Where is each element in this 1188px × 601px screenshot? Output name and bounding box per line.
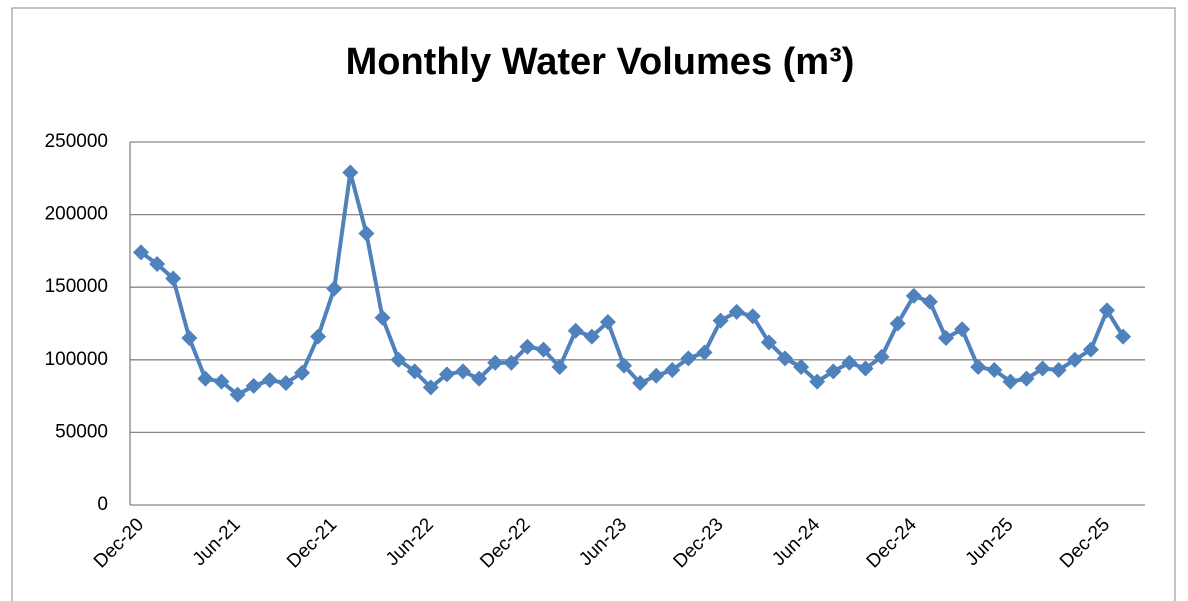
data-point bbox=[535, 341, 552, 358]
data-point bbox=[841, 354, 858, 371]
data-point bbox=[986, 361, 1003, 378]
data-point bbox=[712, 312, 729, 329]
data-point bbox=[889, 315, 906, 332]
data-point bbox=[1002, 373, 1019, 390]
data-point bbox=[406, 363, 423, 380]
data-point bbox=[954, 321, 971, 338]
data-point bbox=[261, 372, 278, 389]
data-point bbox=[390, 351, 407, 368]
data-point bbox=[567, 322, 584, 339]
data-point bbox=[245, 377, 262, 394]
data-point bbox=[777, 350, 793, 367]
data-point bbox=[310, 328, 327, 345]
y-tick-label: 0 bbox=[97, 494, 108, 515]
data-point bbox=[1082, 341, 1099, 358]
data-point bbox=[728, 303, 745, 320]
data-point bbox=[905, 287, 922, 304]
data-point bbox=[938, 330, 954, 347]
data-point bbox=[551, 359, 568, 376]
y-tick-label: 100000 bbox=[45, 349, 108, 370]
data-point bbox=[133, 244, 149, 261]
data-point bbox=[970, 359, 987, 376]
data-point bbox=[229, 386, 246, 403]
y-tick-label: 50000 bbox=[55, 421, 108, 442]
data-point bbox=[809, 373, 826, 390]
data-point bbox=[1034, 360, 1051, 377]
data-point bbox=[921, 293, 938, 310]
data-point bbox=[648, 367, 665, 384]
data-point bbox=[583, 328, 600, 345]
data-point bbox=[374, 309, 391, 326]
chart-title: Monthly Water Volumes (m³) bbox=[346, 41, 855, 83]
data-point bbox=[1115, 328, 1132, 345]
data-point bbox=[455, 363, 471, 380]
data-point bbox=[503, 354, 520, 371]
data-point bbox=[358, 225, 375, 242]
data-point bbox=[1066, 351, 1083, 368]
data-point bbox=[471, 370, 488, 387]
data-point bbox=[149, 255, 166, 272]
data-point bbox=[197, 370, 214, 387]
data-point bbox=[277, 375, 294, 392]
data-point bbox=[760, 334, 777, 351]
chart-frame bbox=[11, 7, 1176, 601]
data-point bbox=[793, 359, 810, 376]
y-tick-label: 250000 bbox=[45, 131, 108, 152]
data-point bbox=[664, 361, 681, 378]
data-point bbox=[438, 366, 455, 383]
data-point bbox=[487, 354, 504, 371]
data-point bbox=[632, 375, 649, 392]
data-point bbox=[519, 338, 536, 355]
data-point bbox=[1018, 370, 1035, 387]
data-point bbox=[825, 363, 842, 380]
data-point bbox=[873, 348, 890, 365]
y-tick-label: 150000 bbox=[45, 276, 108, 297]
y-tick-label: 200000 bbox=[45, 204, 108, 225]
data-point bbox=[680, 350, 697, 367]
data-point bbox=[1050, 361, 1067, 378]
data-point bbox=[326, 280, 343, 297]
data-point bbox=[744, 308, 761, 325]
data-point bbox=[342, 164, 359, 181]
data-point bbox=[599, 314, 616, 331]
data-point bbox=[1099, 302, 1115, 319]
data-point bbox=[294, 364, 310, 381]
data-point bbox=[422, 379, 439, 396]
data-point bbox=[857, 360, 874, 377]
data-point bbox=[213, 373, 230, 390]
data-point bbox=[696, 344, 713, 361]
data-point bbox=[181, 330, 198, 347]
data-point bbox=[165, 270, 182, 287]
data-point bbox=[616, 357, 632, 374]
